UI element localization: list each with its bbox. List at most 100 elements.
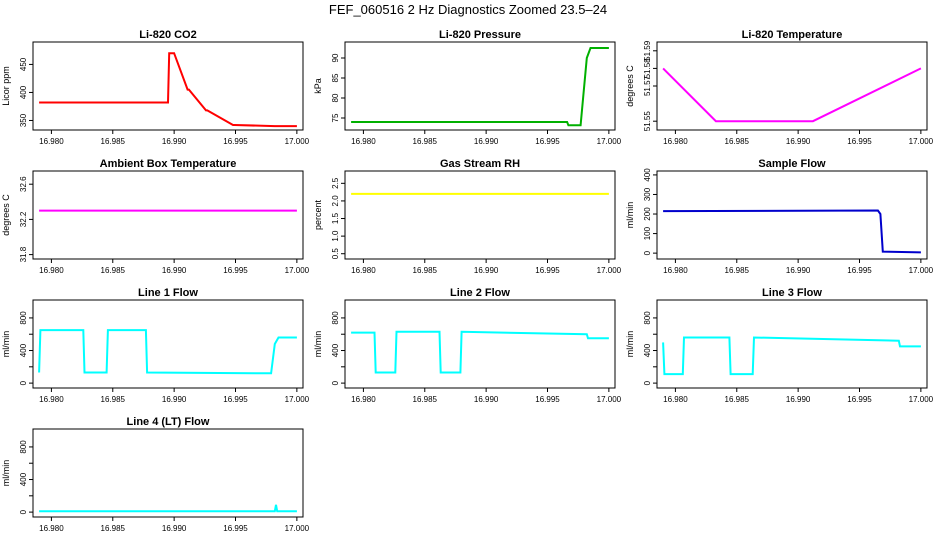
chart-title: Sample Flow [758,158,826,170]
x-tick-label: 16.980 [663,266,688,275]
y-tick-label: 1.0 [331,230,340,242]
x-tick-label: 16.980 [351,266,376,275]
y-tick-label: 100 [643,226,652,240]
y-tick-label: 31.8 [19,246,28,262]
chart-panel-3: Li-820 Temperature 16.980 16.985 16.990 16.9… [625,29,934,146]
y-axis-label: ml/min [625,331,635,358]
y-tick-label: 400 [19,343,28,357]
x-tick-label: 16.990 [474,395,499,404]
chart-panel-4: Ambient Box Temperature 16.980 16.985 16.99… [1,158,310,275]
y-axis-label: ml/min [1,331,11,358]
y-tick-label: 80 [331,93,340,102]
x-tick-label: 16.995 [535,395,560,404]
plot-frame [344,41,616,131]
x-tick-label: 16.995 [535,137,560,146]
series-line-1 [351,47,609,127]
y-tick-label: 800 [331,311,340,325]
y-tick-label: 400 [19,85,28,99]
x-tick-label: 16.995 [847,395,872,404]
x-tick-label: 16.980 [663,137,688,146]
series-line-1 [663,209,921,254]
y-tick-label: 450 [19,57,28,71]
y-tick-label: 51.57 [643,75,652,96]
plot-frame [344,299,616,389]
series-line-1 [39,504,297,513]
plot-frame [344,170,616,260]
x-tick-label: 16.985 [101,266,126,275]
y-tick-label: 200 [643,207,652,221]
x-tick-label: 16.990 [786,395,811,404]
y-tick-label: 2.5 [331,177,340,189]
y-axis-label: kPa [313,78,323,94]
y-tick-label: 0 [19,380,28,385]
y-tick-label: 400 [19,472,28,486]
chart-panel-9: Line 3 Flow 16.980 16.985 16.990 16.995 17.00… [625,287,934,404]
y-tick-label: 75 [331,113,340,122]
chart-title: Line 3 Flow [762,287,822,299]
x-tick-label: 17.000 [285,266,310,275]
plot-frame [32,299,304,389]
y-tick-label: 51.59 [643,40,652,61]
x-tick-label: 17.000 [597,137,622,146]
x-tick-label: 16.995 [847,266,872,275]
x-tick-label: 17.000 [597,395,622,404]
x-tick-label: 16.985 [725,137,750,146]
x-tick-label: 16.985 [725,395,750,404]
y-tick-label: 0.5 [331,248,340,260]
x-tick-label: 16.985 [101,137,126,146]
chart-title: Gas Stream RH [440,158,520,170]
chart-title: Line 2 Flow [450,287,510,299]
x-tick-label: 16.980 [351,395,376,404]
x-tick-label: 16.995 [535,266,560,275]
x-tick-label: 16.985 [413,266,438,275]
x-tick-label: 17.000 [909,395,934,404]
x-tick-label: 16.990 [162,395,187,404]
x-tick-label: 17.000 [909,266,934,275]
y-axis-label: Licor ppm [1,66,11,106]
x-tick-label: 16.980 [39,266,64,275]
y-axis-label: degrees C [625,65,635,107]
y-tick-label: 350 [19,113,28,127]
x-tick-label: 16.990 [162,137,187,146]
y-tick-label: 2.0 [331,195,340,207]
y-tick-label: 800 [19,311,28,325]
chart-title: Line 4 (LT) Flow [127,416,210,428]
chart-title: Li-820 CO2 [139,29,196,41]
y-tick-label: 51.58 [643,58,652,79]
x-tick-label: 16.985 [101,395,126,404]
chart-panel-6: Sample Flow 16.980 16.985 16.990 16.995 17.00… [625,158,934,275]
plot-frame [656,299,928,389]
y-tick-label: 32.2 [19,211,28,227]
series-line-1 [351,330,609,374]
x-tick-label: 16.995 [223,524,248,533]
y-tick-label: 0 [331,380,340,385]
x-tick-label: 16.985 [725,266,750,275]
y-axis-label: percent [313,199,323,230]
y-tick-label: 300 [643,187,652,201]
x-tick-label: 17.000 [597,266,622,275]
x-tick-label: 16.990 [162,266,187,275]
series-line-1 [662,336,921,376]
x-tick-label: 16.995 [847,137,872,146]
chart-title: Li-820 Pressure [439,29,521,41]
y-axis-label: degrees C [1,194,11,236]
x-tick-label: 16.990 [786,137,811,146]
chart-title: Line 1 Flow [138,287,198,299]
y-tick-label: 85 [331,73,340,82]
chart-panel-2: Li-820 Pressure 16.980 16.985 16.990 16.995 1… [313,29,622,146]
plot-frame [656,170,928,260]
figure-title: FEF_060516 2 Hz Diagnostics Zoomed 23.5–… [328,2,608,17]
y-tick-label: 800 [19,440,28,454]
x-tick-label: 16.980 [39,524,64,533]
x-tick-label: 16.990 [162,524,187,533]
plot-frame [32,428,304,518]
y-tick-label: 400 [643,168,652,182]
x-tick-label: 17.000 [285,137,310,146]
chart-panel-7: Line 1 Flow 16.980 16.985 16.990 16.995 17.00… [1,287,310,404]
y-tick-label: 1.5 [331,212,340,224]
y-tick-label: 400 [331,343,340,357]
chart-title: Ambient Box Temperature [100,158,237,170]
x-tick-label: 17.000 [285,524,310,533]
series-line-1 [662,67,922,123]
